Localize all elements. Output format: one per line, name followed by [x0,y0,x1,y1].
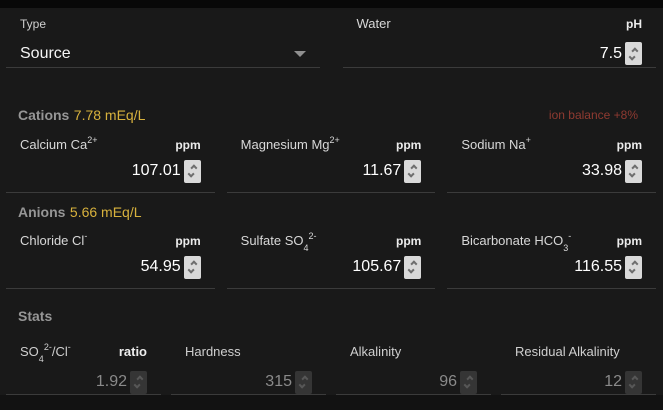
stats-section-header: Stats [0,309,663,324]
sulfate-chloride-ratio-label: SO42-/Cl- [20,341,71,364]
chloride-input[interactable]: 54.95 [140,258,181,275]
disabled-spinner [460,370,477,394]
disabled-spinner [625,370,642,394]
residual-alkalinity-value: 12 [604,373,622,390]
calcium-field: Calcium Ca2+ ppm 107.01 [6,134,215,193]
chevron-up-icon [631,46,639,54]
alkalinity-field: Alkalinity 96 [336,345,491,395]
water-type-select[interactable]: Source [20,40,306,67]
disabled-spinner [130,370,147,394]
ph-input[interactable]: 7.5 [599,44,622,62]
chloride-label: Chloride Cl- [20,230,88,248]
ph-spinner[interactable] [625,42,642,65]
anions-title: Anions [18,204,66,220]
residual-alkalinity-label: Residual Alkalinity [515,344,620,359]
calcium-label: Calcium Ca2+ [20,134,98,152]
chevron-down-icon [407,170,415,178]
cations-section-header: Cations 7.78 mEq/L ion balance +8% [0,108,663,123]
sulfate-chloride-ratio-value: 1.92 [95,373,127,390]
water-type-select-value: Source [20,44,71,62]
water-label: Water [356,16,391,31]
disabled-spinner [295,370,312,394]
top-bar [0,0,663,8]
magnesium-label: Magnesium Mg2+ [240,134,340,152]
ratio-unit-label: ratio [118,344,147,359]
bicarbonate-field: Bicarbonate HCO3- ppm 116.55 [447,230,656,289]
chevron-down-icon [407,266,415,274]
hardness-field: Hardness 315 [171,345,326,395]
chloride-spinner[interactable] [183,255,201,279]
bicarbonate-spinner[interactable] [625,255,642,279]
sulfate-field: Sulfate SO42- ppm 105.67 [226,230,436,289]
type-field: Type Source [6,8,320,68]
calcium-spinner[interactable] [183,159,201,183]
chevron-down-icon [293,50,306,57]
residual-alkalinity-field: Residual Alkalinity 12 [501,345,656,395]
sulfate-chloride-ratio-field: SO42-/Cl- ratio 1.92 [6,341,161,395]
sodium-label: Sodium Na+ [461,134,531,152]
hardness-value: 315 [265,373,292,390]
ph-unit-label: pH [626,17,642,31]
sulfate-spinner[interactable] [404,255,422,279]
magnesium-field: Magnesium Mg2+ ppm 11.67 [226,134,436,193]
bicarbonate-input[interactable]: 116.55 [574,258,622,275]
ion-balance-warning: ion balance +8% [548,108,638,122]
magnesium-spinner[interactable] [404,159,422,183]
calcium-input[interactable]: 107.01 [131,162,181,179]
magnesium-unit-label: ppm [395,138,422,152]
ph-field: Water pH 7.5 [342,8,656,68]
alkalinity-value: 96 [439,373,457,390]
sodium-unit-label: ppm [616,138,642,152]
stats-title: Stats [18,308,53,324]
sulfate-input[interactable]: 105.67 [352,258,402,275]
sodium-field: Sodium Na+ ppm 33.98 [447,134,656,193]
magnesium-input[interactable]: 11.67 [362,162,402,179]
chloride-field: Chloride Cl- ppm 54.95 [6,230,215,289]
anions-section-header: Anions 5.66 mEq/L [0,205,663,220]
chloride-unit-label: ppm [175,234,201,248]
type-label: Type [20,17,47,31]
cations-meq-total: 7.78 mEq/L [73,107,146,123]
calcium-unit-label: ppm [175,138,201,152]
bicarbonate-label: Bicarbonate HCO3- [461,230,572,253]
hardness-label: Hardness [185,344,241,359]
sulfate-unit-label: ppm [395,234,422,248]
bicarbonate-unit-label: ppm [616,234,642,248]
water-profile-panel: Type Source Water pH 7.5 Cations 7.78 mE… [0,8,663,395]
sodium-input[interactable]: 33.98 [581,162,622,179]
cations-title: Cations [18,107,70,123]
alkalinity-label: Alkalinity [350,344,402,359]
sodium-spinner[interactable] [625,159,642,183]
anions-meq-total: 5.66 mEq/L [69,204,142,220]
sulfate-label: Sulfate SO42- [240,230,317,253]
